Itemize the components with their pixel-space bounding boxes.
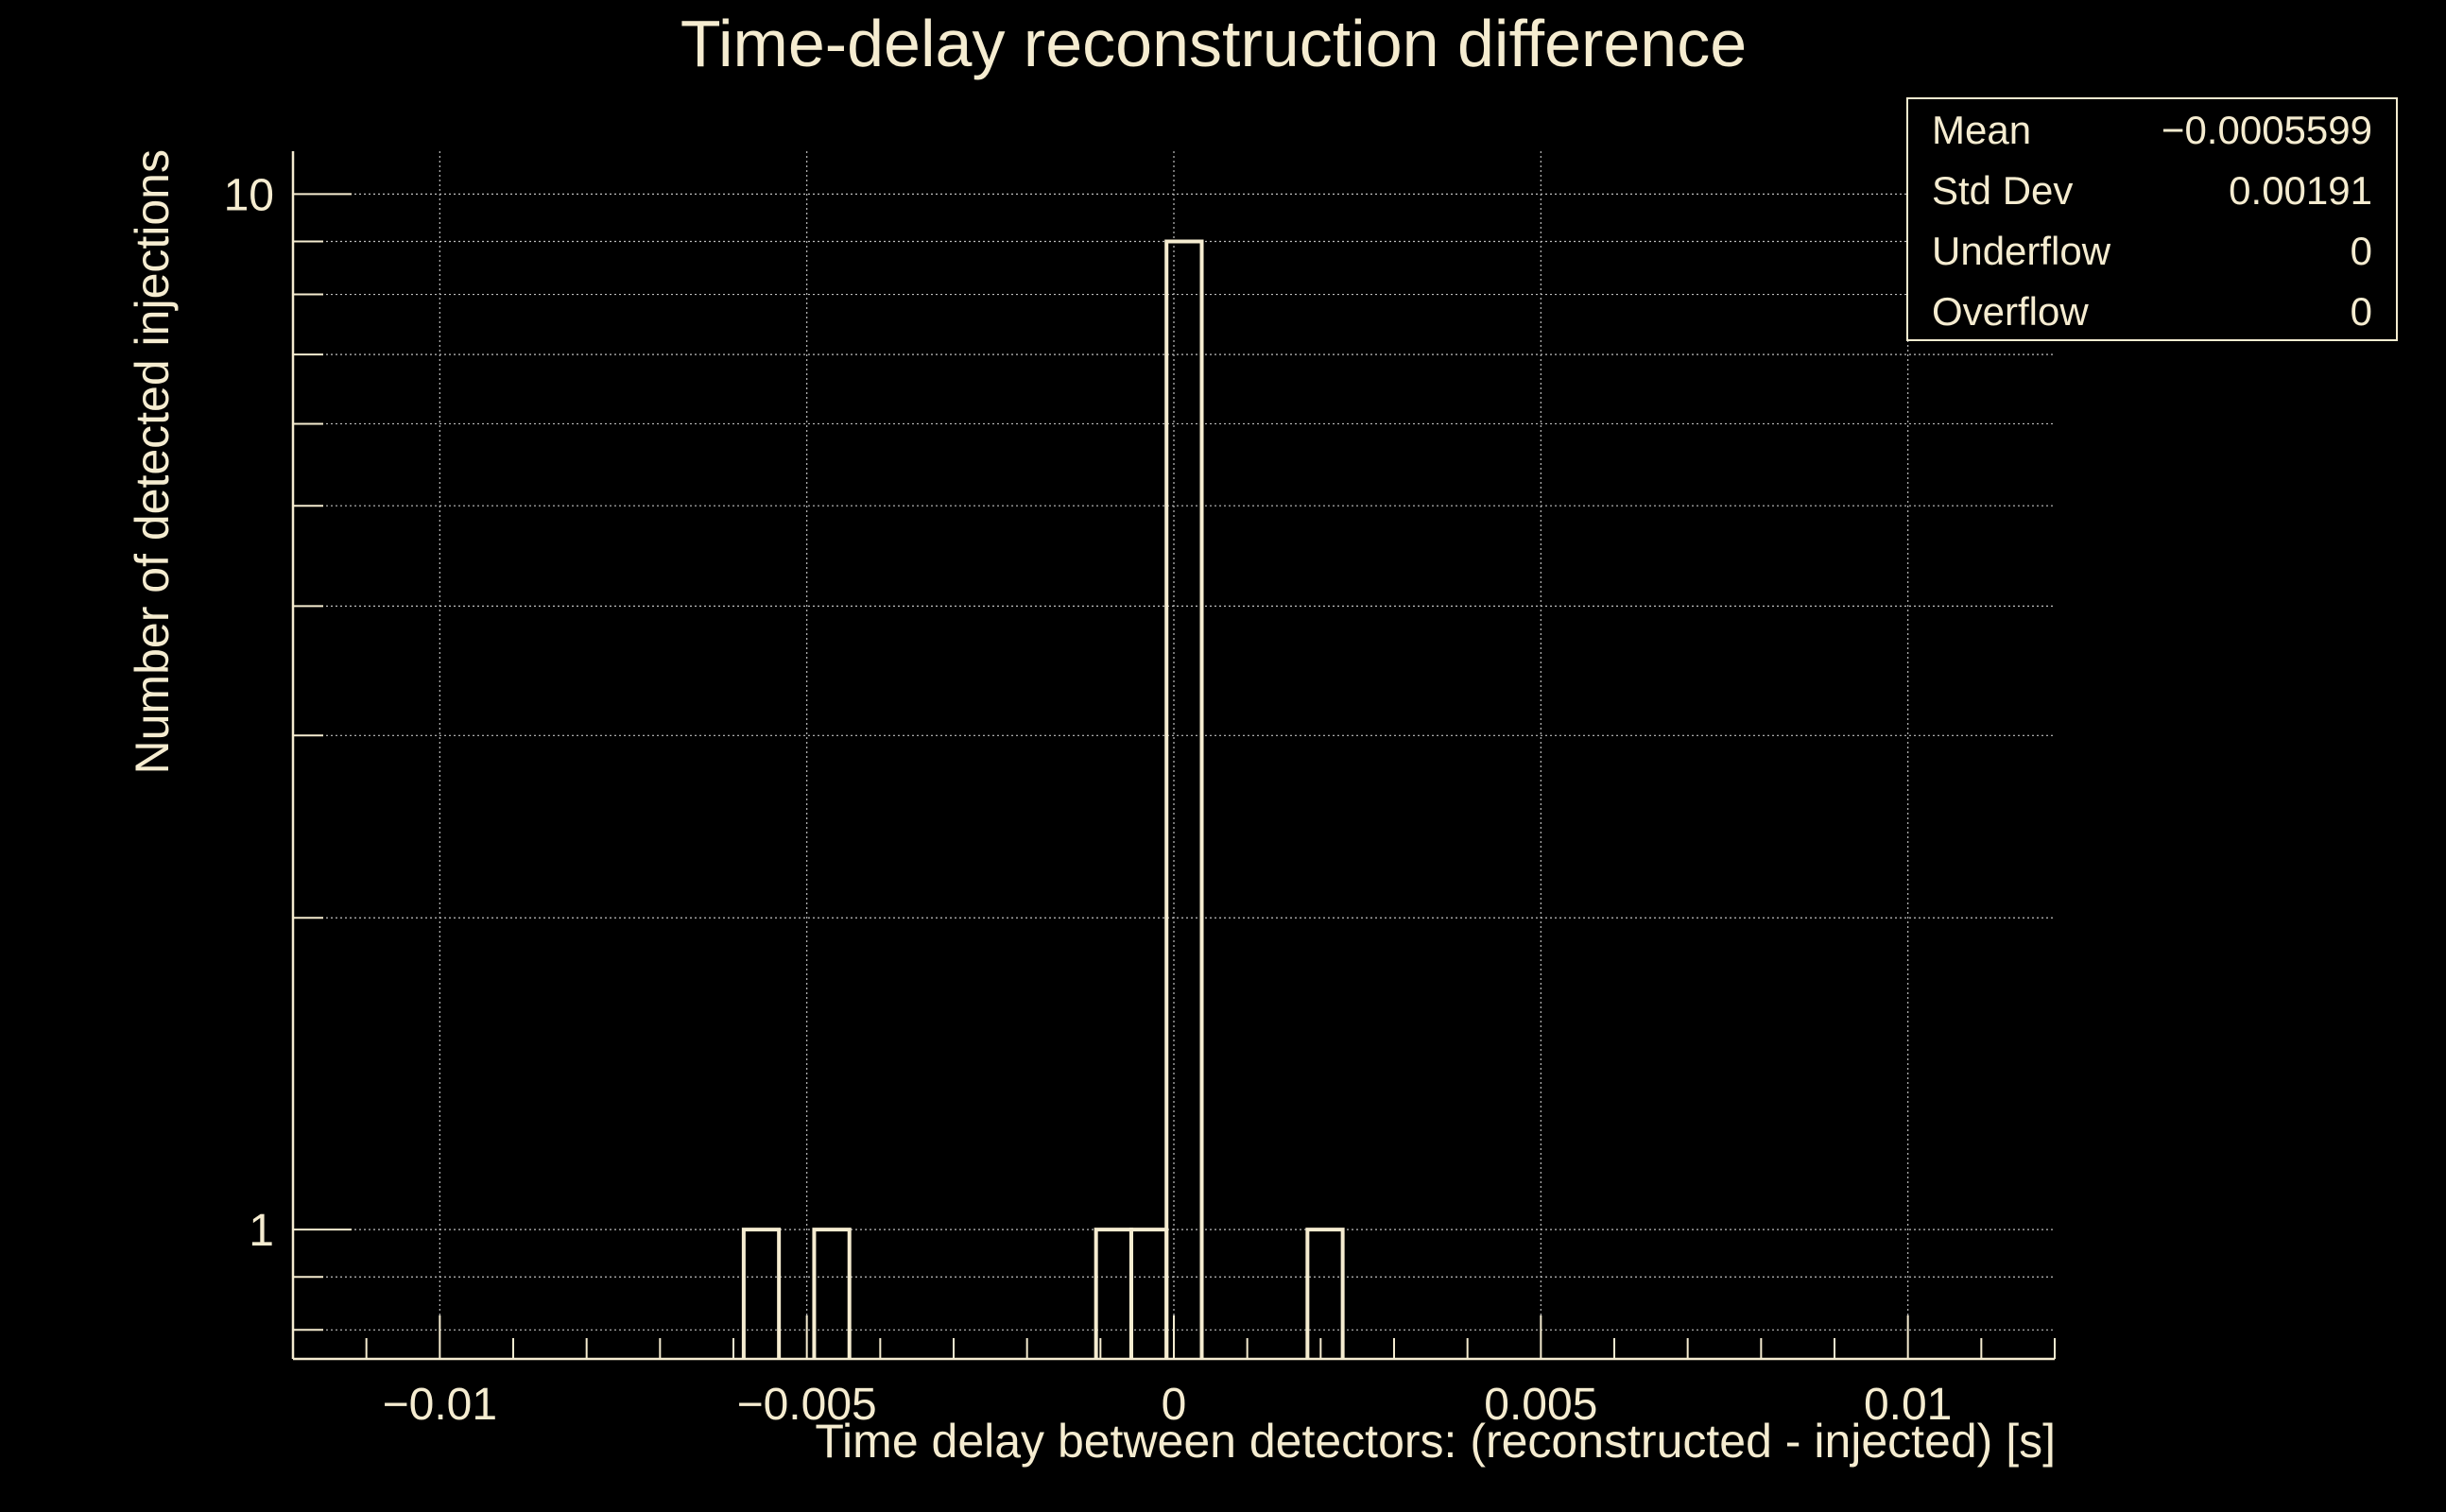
stats-value: 0 xyxy=(2351,289,2372,334)
y-tick-label: 10 xyxy=(224,170,274,220)
histogram-bar xyxy=(812,1228,852,1359)
y-axis-ticks: 1 10 xyxy=(224,170,352,1332)
histogram-bar xyxy=(1164,239,1204,1359)
stats-box-frame xyxy=(1906,97,2398,341)
stats-value: 0 xyxy=(2351,229,2372,273)
grid-lines xyxy=(293,151,2055,1359)
x-tick-label: 0 xyxy=(1162,1380,1187,1430)
histogram-bars xyxy=(741,239,1345,1359)
stats-label: Mean xyxy=(1932,108,2031,152)
y-tick-label: 1 xyxy=(249,1206,274,1256)
y-axis-label: Number of detected injections xyxy=(126,149,179,774)
x-tick-label: 0.005 xyxy=(1484,1380,1597,1430)
stats-value: −0.0005599 xyxy=(2162,108,2372,152)
histogram-bar xyxy=(741,1228,782,1359)
stats-label: Underflow xyxy=(1932,229,2111,273)
stats-label: Std Dev xyxy=(1932,168,2073,213)
x-tick-label: −0.01 xyxy=(383,1380,497,1430)
x-axis-label: Time delay between detectors: (reconstru… xyxy=(815,1415,2056,1468)
x-tick-label: −0.005 xyxy=(737,1380,877,1430)
chart-title: Time-delay reconstruction difference xyxy=(680,7,1747,80)
histogram-bar xyxy=(1305,1228,1345,1359)
x-tick-label: 0.01 xyxy=(1864,1380,1952,1430)
histogram-bar xyxy=(1128,1228,1169,1359)
x-axis-ticks: −0.01 −0.005 0 0.005 0.01 xyxy=(292,1315,2056,1430)
stats-box: Mean −0.0005599 Std Dev 0.00191 Underflow 0 Ov… xyxy=(1906,97,2398,341)
stats-label: Overflow xyxy=(1932,289,2089,334)
stats-value: 0.00191 xyxy=(2229,168,2372,213)
